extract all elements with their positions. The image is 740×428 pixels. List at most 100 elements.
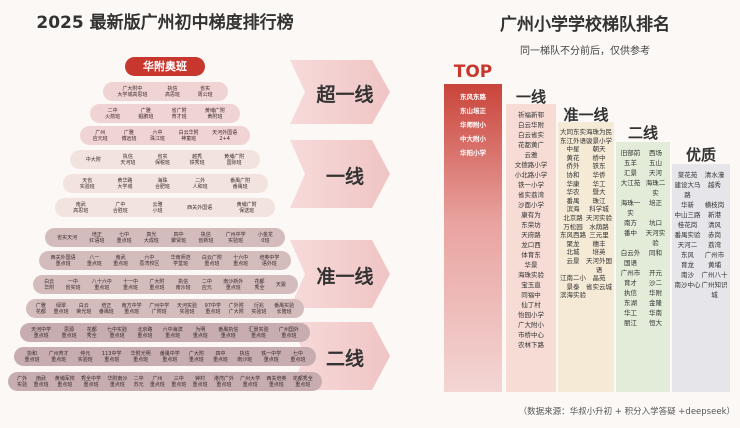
school: 钟村 重点班 — [192, 375, 208, 388]
school: 旧部前 — [620, 149, 641, 157]
school: 海珠一实 — [620, 199, 641, 217]
school: 丽江 — [624, 319, 637, 327]
school: 广中 合胜班 — [112, 201, 128, 214]
school: 港湾广外 重点班 — [213, 375, 234, 388]
school: 广州市 — [704, 251, 725, 259]
school: 二外 人和班 — [192, 177, 208, 190]
school: 汇景 — [624, 169, 637, 177]
school: 三元里 — [589, 231, 609, 240]
school: 海珠实验 — [518, 271, 544, 279]
school: 金隆 — [649, 299, 662, 307]
school: 育龙 — [681, 261, 694, 269]
school: 秀全中学 重点班 — [81, 375, 102, 388]
school: 大同东实 — [560, 128, 586, 136]
school: 中星 — [566, 145, 580, 154]
school: 协和 重点班 — [24, 350, 40, 363]
school: 省实天河 — [57, 234, 78, 241]
school: 思源 重点班 — [61, 326, 77, 339]
school: 华农 — [566, 188, 580, 197]
school: 天河外国语 — [586, 256, 612, 274]
school: 广外附 广大附 — [228, 302, 244, 315]
school: 天府路 — [521, 231, 541, 239]
school: 景泰 — [566, 282, 580, 291]
school: 花都秀全 重点班 — [292, 375, 313, 388]
school: 白云省实 — [518, 131, 544, 139]
school: 三中 重点班 — [171, 375, 187, 388]
school: 白云 华附 — [44, 278, 55, 291]
school: 花都 秀全 — [254, 278, 265, 291]
school: 黄埔广附 保送班 — [236, 201, 257, 214]
left-title: 2025 最新版广州初中梯度排行榜 — [36, 13, 294, 33]
school: 七中 重点班 — [116, 231, 132, 244]
school: 天河 — [649, 169, 662, 177]
school: 体育东 — [521, 251, 541, 259]
school: 农林下路 — [518, 341, 544, 349]
school: 西场 — [649, 149, 662, 157]
school: 四中 重点班 — [212, 350, 228, 363]
school: 育才 — [624, 279, 637, 287]
school: 天河实验 — [645, 229, 666, 247]
school: 南沙中心 — [674, 281, 701, 289]
school: 广大附 重点班 — [188, 350, 204, 363]
school: 南武 重点班 — [33, 375, 49, 388]
school: 同和 — [649, 249, 662, 257]
school: 小金龙 0班 — [257, 231, 273, 244]
tier-label: 一线 — [325, 166, 364, 188]
school: 东荣坊 — [521, 221, 541, 229]
school: 113中学 重点班 — [101, 350, 122, 363]
right-title: 广州小学学校梯队排名 — [500, 15, 670, 35]
column-bar: 祈福新邨 白云华附 白云省实 花都黄广 云雅 文德路小学 小北路小学 铁一小学 省实荔湾 沙面小学… — [506, 104, 556, 392]
school-row: 天省 实验班 黄华路 大学城 海珠 合肥班 二外 人和班 番禺广附 番禺班 — [62, 174, 268, 193]
school: 八十六中 重点班 — [91, 278, 112, 291]
arrow — [290, 60, 390, 124]
subtitle: 同一梯队不分前后，仅供参考 — [520, 46, 650, 57]
school: 骏景小学 — [586, 136, 612, 145]
footer: （数据来源：华叔小升初 + 积分入学答疑 +deepseek） — [518, 407, 735, 417]
school: 华工 — [624, 309, 637, 317]
school: 广州大学 重点班 — [240, 375, 261, 388]
school: 海珠 合肥班 — [154, 177, 170, 190]
school: 东湖 — [624, 299, 637, 307]
school: 广雅 花都 — [35, 302, 46, 315]
school: 东山培正 — [460, 107, 486, 115]
school: 清风 — [708, 221, 721, 229]
school: 六中海滨 重点班 — [162, 326, 183, 339]
school: 八一 重点班 — [86, 254, 102, 267]
school: 番禺实验 长隆班 — [274, 302, 295, 315]
school: 广州国外 重点班 — [278, 326, 299, 339]
school: 六中 荔湾校区 — [139, 254, 160, 267]
school: 广雅 鲲鹏班 — [138, 107, 154, 120]
school: 棠花苑 — [677, 171, 698, 179]
school: 南武 重点班 — [113, 254, 129, 267]
column-label: 准一线 — [563, 106, 609, 124]
school: 北京路 重点班 — [137, 326, 153, 339]
school: 二中 应元 — [201, 278, 212, 291]
school: 西关外国语 重点班 — [50, 254, 76, 267]
tier-label: 超一线 — [316, 84, 374, 106]
school: 东江外语 — [560, 136, 586, 145]
school-row: 广大附中 大学城高思班 执信 高思班 省实 周公班 — [102, 82, 228, 101]
school: 衍兆 实验班 — [251, 302, 267, 315]
school: 白云广附 重点班 — [201, 254, 222, 267]
school: 天河实验 — [586, 213, 612, 222]
school: 黄花 — [566, 153, 580, 162]
school: 执信 南沙班 — [175, 278, 191, 291]
school: 铁一中学 重点班 — [261, 350, 282, 363]
school-row: 白云 华附 一中 省实班 八十六中 重点班 十一中 重点班 广大附 重点班 执信 南沙班二… — [32, 275, 298, 294]
school: 番禺 — [566, 196, 580, 205]
school: 广大附小 — [518, 321, 544, 329]
school: 铁东 — [592, 162, 606, 171]
school: 广州育才 重点班 — [48, 350, 69, 363]
school: 省实 保税班 — [154, 153, 170, 166]
school: 滨海 — [566, 205, 580, 214]
school: 祈福新邨 — [518, 111, 544, 119]
school: 花都 秀全 — [86, 326, 97, 339]
school: 培英中学 语外班 — [259, 254, 280, 267]
school: 番中 — [624, 229, 637, 237]
school: 广州知识城 — [701, 281, 728, 299]
school: 越秀 铁秀班 — [189, 153, 205, 166]
school: 广外 实验 — [17, 375, 28, 388]
school: 华附光明 重点班 — [130, 350, 151, 363]
school: 执信 创新班 — [198, 231, 214, 244]
school: 仙丁村 — [521, 301, 541, 309]
